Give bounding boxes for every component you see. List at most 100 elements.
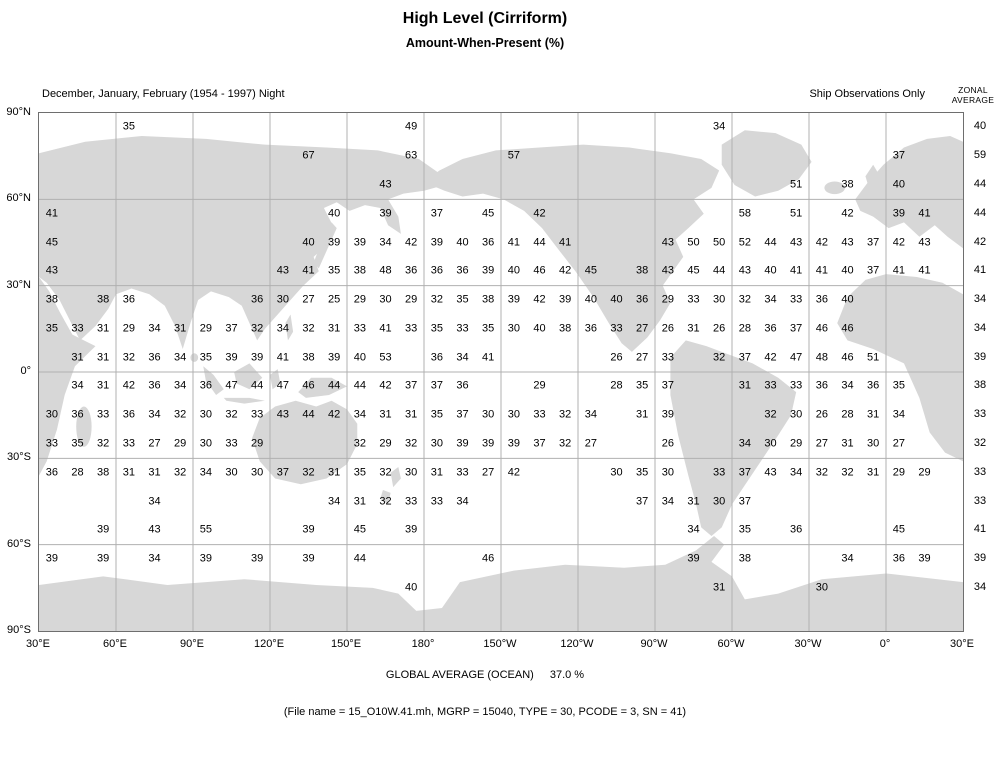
- grid-value: 45: [353, 523, 366, 536]
- grid-value: 34: [199, 466, 212, 479]
- grid-value: 39: [199, 552, 212, 565]
- lat-label: 90°S: [7, 624, 31, 636]
- grid-value: 41: [790, 264, 803, 277]
- grid-value: 34: [790, 466, 803, 479]
- lon-label: 120°W: [560, 638, 594, 650]
- grid-value: 43: [276, 408, 289, 421]
- grid-value: 34: [353, 408, 366, 421]
- grid-value: 34: [764, 293, 777, 306]
- grid-value: 28: [610, 379, 623, 392]
- grid-value: 35: [892, 379, 905, 392]
- grid-value: 29: [533, 379, 546, 392]
- grid-value: 39: [379, 207, 392, 220]
- grid-value: 42: [764, 351, 777, 364]
- zonal-average-value: 33: [973, 494, 987, 507]
- lat-label: 60°S: [7, 537, 31, 550]
- zonal-average-value: 42: [973, 235, 987, 248]
- zonal-average-value: 34: [973, 580, 987, 593]
- landmass-south-america: [670, 340, 797, 537]
- landmass-iceland: [824, 181, 845, 195]
- grid-value: 33: [251, 408, 264, 421]
- grid-value: 33: [790, 379, 803, 392]
- grid-value: 40: [302, 236, 315, 248]
- grid-value: 36: [199, 379, 212, 392]
- grid-value: 36: [122, 408, 135, 421]
- grid-value: 37: [790, 322, 803, 335]
- grid-value: 35: [71, 437, 84, 450]
- grid-value: 44: [764, 236, 777, 248]
- grid-value: 41: [507, 236, 520, 248]
- grid-value: 29: [199, 322, 212, 335]
- grid-value: 51: [790, 178, 803, 191]
- grid-value: 32: [379, 466, 392, 479]
- grid-value: 33: [687, 293, 700, 306]
- grid-value: 50: [713, 236, 726, 248]
- grid-value: 42: [533, 207, 546, 220]
- grid-value: 39: [430, 236, 443, 248]
- grid-value: 28: [841, 408, 854, 421]
- grid-value: 36: [430, 264, 443, 277]
- grid-value: 42: [892, 236, 905, 248]
- grid-value: 29: [918, 466, 931, 479]
- zonal-average-column: 40 59 44 44 42 41 34 34 39 38 33 32 33 33 41 39 34: [962, 112, 998, 630]
- grid-value: 37: [892, 149, 905, 162]
- grid-value: 34: [456, 351, 469, 364]
- zonal-average-value: 41: [973, 523, 987, 536]
- grid-value: 42: [815, 236, 828, 248]
- grid-value: 32: [815, 466, 828, 479]
- grid-value: 34: [148, 552, 161, 565]
- grid-value: 27: [148, 437, 161, 450]
- grid-value: 30: [430, 437, 443, 450]
- grid-value: 32: [713, 351, 726, 364]
- grid-value: 34: [456, 495, 469, 507]
- grid-value: 31: [636, 408, 649, 421]
- grid-value: 42: [507, 466, 520, 479]
- grid-value: 37: [738, 466, 751, 479]
- grid-value: 31: [687, 322, 700, 335]
- lon-label: 30°E: [26, 638, 50, 650]
- zonal-header-line1: ZONAL: [958, 85, 988, 95]
- zonal-average-value: 44: [973, 206, 987, 219]
- grid-value: 27: [815, 437, 828, 450]
- grid-value: 32: [405, 437, 418, 450]
- grid-value: 34: [687, 523, 700, 536]
- grid-value: 63: [405, 149, 418, 162]
- grid-value: 46: [533, 264, 546, 277]
- grid-value: 34: [148, 408, 161, 421]
- grid-value: 42: [559, 264, 572, 277]
- lat-label: 0°: [20, 365, 31, 377]
- grid-value: 45: [892, 523, 905, 536]
- zonal-average-header: ZONAL AVERAGE: [949, 85, 997, 105]
- grid-value: 34: [584, 408, 597, 421]
- grid-value: 31: [867, 466, 880, 479]
- grid-value: 41: [302, 264, 315, 277]
- grid-value: 31: [841, 437, 854, 450]
- grid-value: 30: [507, 408, 520, 421]
- lon-label: 180°: [411, 638, 435, 650]
- grid-value: 34: [713, 120, 726, 133]
- grid-value: 53: [379, 351, 392, 364]
- grid-value: 39: [405, 523, 418, 536]
- grid-value: 39: [251, 351, 264, 364]
- grid-value: 48: [815, 351, 828, 364]
- grid-value: 33: [661, 351, 674, 364]
- grid-value: 32: [559, 437, 572, 450]
- grid-value: 31: [867, 408, 880, 421]
- grid-value: 27: [302, 293, 315, 306]
- grid-value: 38: [353, 264, 366, 277]
- grid-value: 25: [328, 293, 341, 306]
- lon-label: 90°E: [180, 638, 204, 650]
- grid-value: 32: [430, 293, 443, 306]
- grid-value: 44: [533, 236, 546, 248]
- grid-value: 30: [379, 293, 392, 306]
- grid-value: 33: [456, 466, 469, 479]
- grid-value: 36: [815, 379, 828, 392]
- grid-value: 41: [918, 264, 931, 277]
- grid-value: 46: [841, 351, 854, 364]
- grid-value: 37: [405, 379, 418, 392]
- grid-value: 33: [225, 437, 238, 450]
- grid-value: 36: [71, 408, 84, 421]
- grid-value: 30: [482, 408, 495, 421]
- lon-label: 120°E: [253, 638, 285, 650]
